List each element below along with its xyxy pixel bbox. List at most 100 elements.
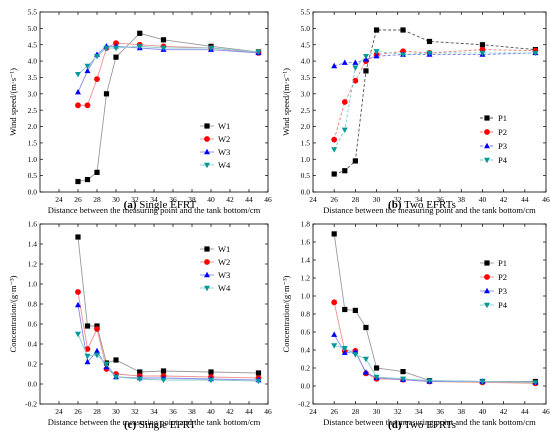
data-point	[113, 357, 119, 363]
data-point	[373, 27, 380, 33]
data-point	[160, 37, 167, 43]
x-tick-label: 40	[207, 407, 215, 416]
x-axis-title: Distance between the measuring point and…	[323, 205, 536, 215]
data-point	[373, 374, 380, 381]
series-line	[77, 236, 259, 374]
data-point	[75, 178, 81, 185]
data-point	[532, 50, 539, 57]
data-point	[94, 169, 100, 175]
x-tick-label: 46	[264, 195, 272, 204]
series-line	[334, 52, 536, 67]
legend-label: W2	[218, 257, 230, 267]
data-point	[341, 99, 348, 105]
data-point	[75, 234, 81, 240]
data-point	[113, 45, 119, 52]
y-tick-label: 0.0	[301, 382, 311, 391]
y-tick-label: 3.5	[28, 73, 38, 82]
panel-caption: (a) Single EFRT	[124, 199, 197, 211]
y-tick-label: 5.0	[28, 24, 38, 33]
legend-marker	[204, 136, 210, 142]
x-tick-label: 40	[479, 195, 487, 204]
data-point	[342, 306, 348, 313]
data-point	[363, 68, 369, 74]
legend-marker	[204, 123, 210, 129]
data-point	[255, 49, 262, 56]
x-tick-label: 38	[188, 407, 196, 416]
x-tick-label: 42	[226, 407, 234, 416]
data-point	[75, 102, 81, 109]
legend-label: P2	[498, 127, 507, 137]
y-tick-label: 2.0	[28, 122, 38, 131]
data-point	[136, 376, 143, 383]
y-tick-label: 4.0	[28, 57, 38, 66]
x-tick-label: 40	[207, 195, 215, 204]
y-tick-label: 0.2	[301, 364, 311, 373]
caption-text: Single EFRT	[136, 199, 196, 211]
data-point	[331, 343, 338, 349]
x-tick-label: 24	[55, 195, 63, 204]
data-point	[532, 380, 539, 386]
data-point	[84, 176, 91, 183]
series-W4	[75, 331, 262, 385]
data-point	[400, 369, 406, 375]
legend-label: W2	[218, 134, 230, 144]
data-point	[94, 347, 100, 354]
y-tick-label: 5.0	[301, 24, 311, 33]
data-point	[373, 365, 380, 371]
data-point	[352, 352, 359, 358]
legend-label: W3	[218, 270, 230, 280]
series-P4	[331, 343, 539, 386]
x-tick-label: 30	[112, 407, 120, 416]
x-tick-label: 24	[55, 407, 63, 416]
legend-marker	[484, 302, 490, 309]
x-tick-label: 26	[330, 407, 338, 416]
panel-caption: (d) Two EFRTs	[388, 419, 456, 431]
data-point	[103, 45, 110, 52]
data-point	[400, 27, 406, 33]
x-tick-label: 36	[436, 195, 444, 204]
legend-label: P1	[498, 113, 507, 123]
data-point	[479, 379, 486, 385]
legend: P1 P2 P3 P4	[480, 113, 508, 165]
y-tick-label: 1.4	[301, 256, 311, 265]
series-P3	[331, 331, 539, 385]
data-point	[362, 369, 369, 375]
x-tick-label: 30	[373, 407, 381, 416]
series-P1	[331, 231, 539, 385]
legend-marker	[484, 287, 490, 294]
x-tick-label: 46	[542, 195, 550, 204]
data-point	[341, 127, 348, 134]
x-tick-label: 28	[352, 407, 360, 416]
data-point	[331, 331, 338, 337]
chart-panel-4: 24 26 28 30 32 34 36 38 40 42 44 46 -0.2 0.0 0.2 0.4 0.6…	[281, 220, 550, 431]
data-point	[341, 349, 348, 355]
data-point	[426, 378, 433, 384]
y-tick-label: 1.8	[301, 220, 311, 229]
data-point	[160, 45, 167, 52]
data-point	[84, 358, 91, 365]
x-tick-label: 28	[93, 407, 101, 416]
data-point	[331, 136, 338, 143]
data-point	[160, 368, 167, 374]
y-tick-label: 1.2	[301, 274, 311, 283]
y-tick-label: 5.5	[301, 8, 311, 17]
panel-label: (c)	[124, 419, 137, 431]
legend-marker	[484, 115, 490, 121]
legend-label: W4	[218, 160, 231, 170]
y-tick-label: 3.5	[301, 73, 311, 82]
data-point	[94, 323, 100, 329]
y-tick-label: -0.2	[298, 400, 310, 409]
data-point	[137, 30, 143, 36]
data-point	[75, 88, 81, 95]
x-tick-label: 42	[500, 195, 508, 204]
y-tick-label: 4.5	[28, 40, 38, 49]
y-tick-label: 3.0	[28, 89, 38, 98]
plot-frame	[39, 11, 269, 193]
y-tick-label: 0.0	[301, 188, 311, 197]
legend-label: W3	[218, 147, 230, 157]
panel-label: (a)	[124, 199, 137, 211]
data-point	[75, 301, 81, 308]
x-tick-label: 32	[131, 407, 139, 416]
x-tick-label: 36	[169, 407, 177, 416]
